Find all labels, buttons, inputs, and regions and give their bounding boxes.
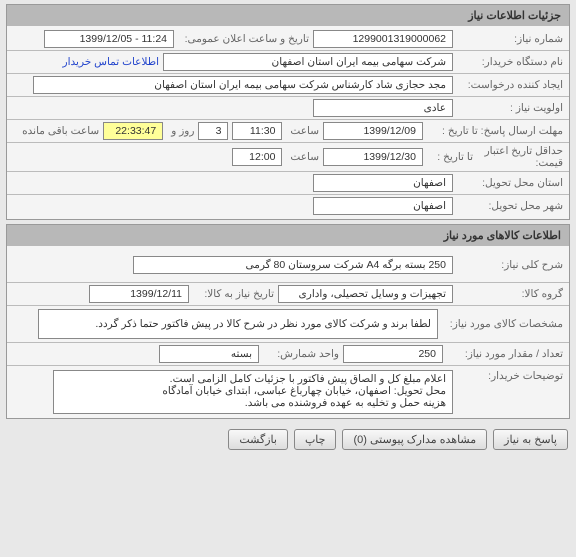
value-buyer-org: شرکت سهامی بیمه ایران استان اصفهان: [163, 53, 453, 71]
value-validity-time: 12:00: [232, 148, 282, 166]
row-quantity: تعداد / مقدار مورد نیاز: 250 واحد شمارش:…: [7, 343, 569, 365]
row-priority: اولویت نیاز : عادی: [7, 97, 569, 119]
row-deadline: مهلت ارسال پاسخ: تا تاریخ : 1399/12/09 س…: [7, 120, 569, 142]
value-city: اصفهان: [313, 197, 453, 215]
value-time-remain: 22:33:47: [103, 122, 163, 140]
reply-button[interactable]: پاسخ به نیاز: [493, 429, 568, 450]
label-goods-spec: مشخصات کالای مورد نیاز:: [438, 318, 563, 330]
panel1-header: جزئیات اطلاعات نیاز: [7, 5, 569, 26]
row-need-desc: شرح کلی نیاز: 250 بسته برگه A4 شرکت سروس…: [7, 248, 569, 282]
value-need-date: 1399/12/11: [89, 285, 189, 303]
value-validity-date: 1399/12/30: [323, 148, 423, 166]
label-priority: اولویت نیاز :: [453, 102, 563, 114]
label-creator: ایجاد کننده درخواست:: [453, 79, 563, 91]
panel2-body: شرح کلی نیاز: 250 بسته برگه A4 شرکت سروس…: [7, 246, 569, 418]
value-priority: عادی: [313, 99, 453, 117]
label-goods-group: گروه کالا:: [453, 288, 563, 300]
label-buyer-notes: توضیحات خریدار:: [453, 370, 563, 382]
row-buyer-org: نام دستگاه خریدار: شرکت سهامی بیمه ایران…: [7, 51, 569, 73]
label-need-date: تاریخ نیاز به کالا:: [189, 288, 274, 300]
label-days: روز و: [167, 125, 194, 137]
row-buyer-notes: توضیحات خریدار: اعلام مبلغ کل و الصاق پی…: [7, 366, 569, 416]
row-request-number: شماره نیاز: 1299001319000062 تاریخ و ساع…: [7, 28, 569, 50]
print-button[interactable]: چاپ: [294, 429, 337, 450]
label-announce-datetime: تاریخ و ساعت اعلان عمومی:: [174, 33, 309, 45]
row-validity: حداقل تاریخ اعتبار قیمت: تا تاریخ : 1399…: [7, 143, 569, 171]
niaz-details-panel: جزئیات اطلاعات نیاز شماره نیاز: 12990013…: [6, 4, 570, 220]
label-remain: ساعت باقی مانده: [18, 125, 99, 137]
back-button[interactable]: بازگشت: [228, 429, 288, 450]
value-quantity: 250: [343, 345, 443, 363]
value-announce-datetime: 11:24 - 1399/12/05: [44, 30, 174, 48]
row-goods-group: گروه کالا: تجهیزات و وسایل تحصیلی، وادار…: [7, 283, 569, 305]
label-validity-sub: تا تاریخ :: [423, 151, 473, 163]
label-deadline-time: ساعت: [286, 125, 319, 137]
row-province: استان محل تحویل: اصفهان: [7, 172, 569, 194]
label-unit: واحد شمارش:: [259, 348, 339, 360]
value-request-number: 1299001319000062: [313, 30, 453, 48]
label-validity-time: ساعت: [286, 151, 319, 163]
row-goods-spec: مشخصات کالای مورد نیاز: لطفا برند و شرکت…: [7, 306, 569, 342]
value-deadline-date: 1399/12/09: [323, 122, 423, 140]
value-province: اصفهان: [313, 174, 453, 192]
label-city: شهر محل تحویل:: [453, 200, 563, 212]
panel2-header: اطلاعات کالاهای مورد نیاز: [7, 225, 569, 246]
label-validity: حداقل تاریخ اعتبار قیمت:: [473, 145, 563, 169]
label-buyer-org: نام دستگاه خریدار:: [453, 56, 563, 68]
label-deadline: مهلت ارسال پاسخ: تا تاریخ :: [423, 125, 563, 137]
value-buyer-notes: اعلام مبلغ کل و الصاق پیش فاکتور با جزئی…: [53, 370, 453, 414]
row-city: شهر محل تحویل: اصفهان: [7, 195, 569, 217]
value-creator: مجد حجازی شاد کارشناس شرکت سهامی بیمه ای…: [33, 76, 453, 94]
buyer-contact-link[interactable]: اطلاعات تماس خریدار: [63, 56, 159, 68]
attachments-button[interactable]: مشاهده مدارک پیوستی (0): [342, 429, 487, 450]
value-need-desc: 250 بسته برگه A4 شرکت سروستان 80 گرمی: [133, 256, 453, 274]
label-quantity: تعداد / مقدار مورد نیاز:: [443, 348, 563, 360]
goods-info-panel: اطلاعات کالاهای مورد نیاز شرح کلی نیاز: …: [6, 224, 570, 419]
panel1-body: شماره نیاز: 1299001319000062 تاریخ و ساع…: [7, 26, 569, 219]
value-goods-group: تجهیزات و وسایل تحصیلی، واداری: [278, 285, 453, 303]
row-creator: ایجاد کننده درخواست: مجد حجازی شاد کارشن…: [7, 74, 569, 96]
value-goods-spec: لطفا برند و شرکت کالای مورد نظر در شرح ک…: [38, 309, 438, 339]
button-bar: پاسخ به نیاز مشاهده مدارک پیوستی (0) چاپ…: [0, 423, 576, 456]
label-request-number: شماره نیاز:: [453, 33, 563, 45]
label-need-desc: شرح کلی نیاز:: [453, 259, 563, 271]
value-days-remain: 3: [198, 122, 228, 140]
label-province: استان محل تحویل:: [453, 177, 563, 189]
value-deadline-time: 11:30: [232, 122, 282, 140]
value-unit: بسته: [159, 345, 259, 363]
